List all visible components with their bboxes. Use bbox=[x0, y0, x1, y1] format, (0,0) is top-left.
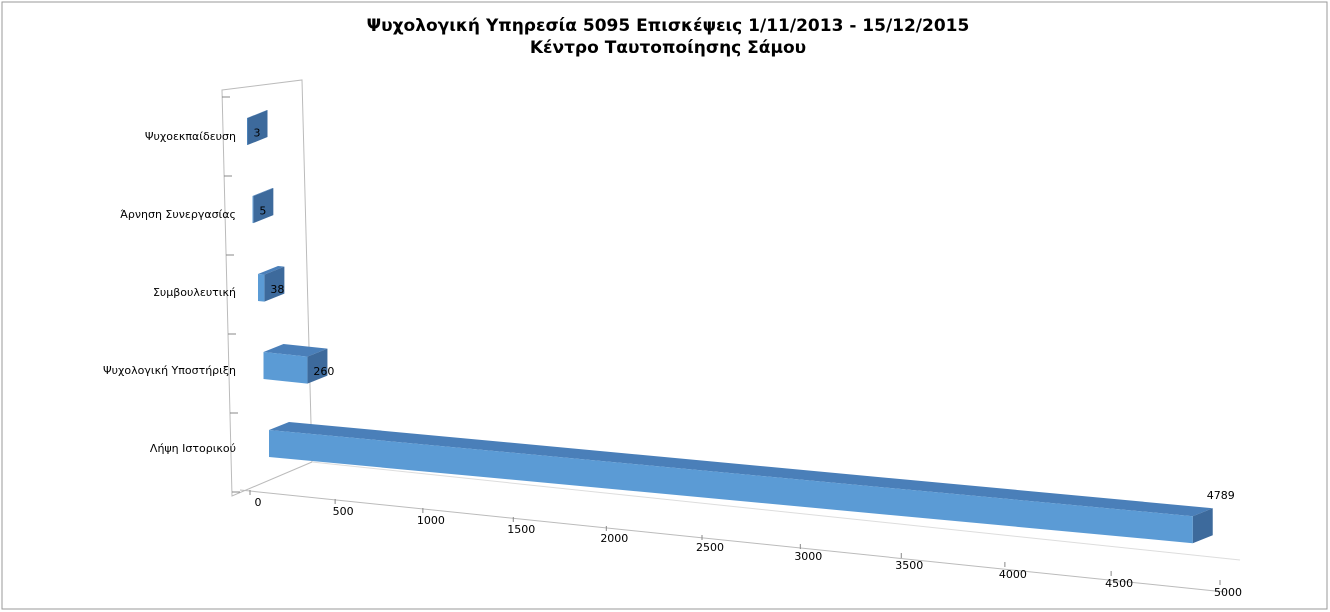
chart-subtitle: Κέντρο Ταυτοποίησης Σάμου bbox=[530, 38, 806, 58]
bar-top bbox=[252, 188, 274, 197]
x-tick-label: 3500 bbox=[895, 559, 923, 572]
x-tick-label: 4000 bbox=[999, 568, 1027, 581]
bar-end bbox=[1192, 508, 1213, 544]
bar-top bbox=[247, 110, 268, 119]
y-tick-label: Ψυχολογική Υποστήριξη bbox=[103, 364, 236, 377]
y-tick-label: Ψυχοεκπαίδευση bbox=[145, 130, 236, 143]
value-label: 4789 bbox=[1207, 489, 1235, 502]
value-label: 38 bbox=[270, 283, 284, 296]
value-label: 260 bbox=[313, 365, 334, 378]
bar-top bbox=[269, 422, 1213, 517]
bar-top bbox=[258, 266, 285, 275]
bar bbox=[252, 196, 254, 224]
x-tick-label: 2000 bbox=[600, 532, 628, 545]
x-axis bbox=[239, 489, 1226, 593]
floor-edge bbox=[311, 461, 1241, 561]
bar-end bbox=[264, 266, 285, 302]
y-tick-label: Συμβουλευτική bbox=[153, 286, 236, 299]
x-tick-label: 0 bbox=[255, 496, 262, 509]
x-tick-label: 4500 bbox=[1105, 577, 1133, 590]
bar bbox=[247, 118, 248, 146]
value-label: 5 bbox=[259, 205, 266, 218]
bar bbox=[258, 274, 265, 302]
chart-title: Ψυχολογική Υπηρεσία 5095 Επισκέψεις 1/11… bbox=[367, 16, 970, 36]
y-tick-label: Άρνηση Συνεργασίας bbox=[120, 208, 236, 221]
bar bbox=[269, 430, 1193, 544]
bar-end bbox=[307, 348, 328, 384]
x-tick-label: 2500 bbox=[696, 541, 724, 554]
x-tick-label: 5000 bbox=[1214, 586, 1242, 599]
x-tick-label: 1000 bbox=[417, 514, 445, 527]
bar-end bbox=[253, 188, 274, 224]
bar bbox=[263, 352, 308, 384]
x-tick-label: 500 bbox=[333, 505, 354, 518]
y-tick-label: Λήψη Ιστορικού bbox=[150, 442, 236, 455]
x-tick-label: 3000 bbox=[794, 550, 822, 563]
value-label: 3 bbox=[254, 127, 261, 140]
bar-end bbox=[247, 110, 268, 146]
bar-top bbox=[263, 344, 328, 357]
x-tick-label: 1500 bbox=[507, 523, 535, 536]
